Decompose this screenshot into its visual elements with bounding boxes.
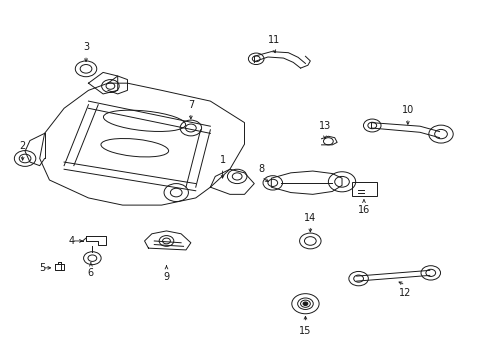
Text: 6: 6 [88, 268, 94, 278]
Text: 15: 15 [299, 325, 311, 336]
Text: 13: 13 [318, 121, 330, 131]
Text: 8: 8 [258, 164, 264, 174]
Text: 3: 3 [83, 42, 89, 52]
Circle shape [303, 302, 307, 306]
Text: 10: 10 [401, 105, 413, 115]
Text: 16: 16 [357, 206, 369, 216]
Text: 9: 9 [163, 272, 169, 282]
Text: 5: 5 [39, 263, 45, 273]
Text: 14: 14 [304, 213, 316, 222]
Text: 12: 12 [398, 288, 411, 298]
Text: 4: 4 [68, 236, 74, 246]
Text: 2: 2 [20, 141, 26, 151]
Text: 1: 1 [219, 155, 225, 165]
Text: 11: 11 [267, 35, 279, 45]
Text: 7: 7 [187, 100, 194, 110]
